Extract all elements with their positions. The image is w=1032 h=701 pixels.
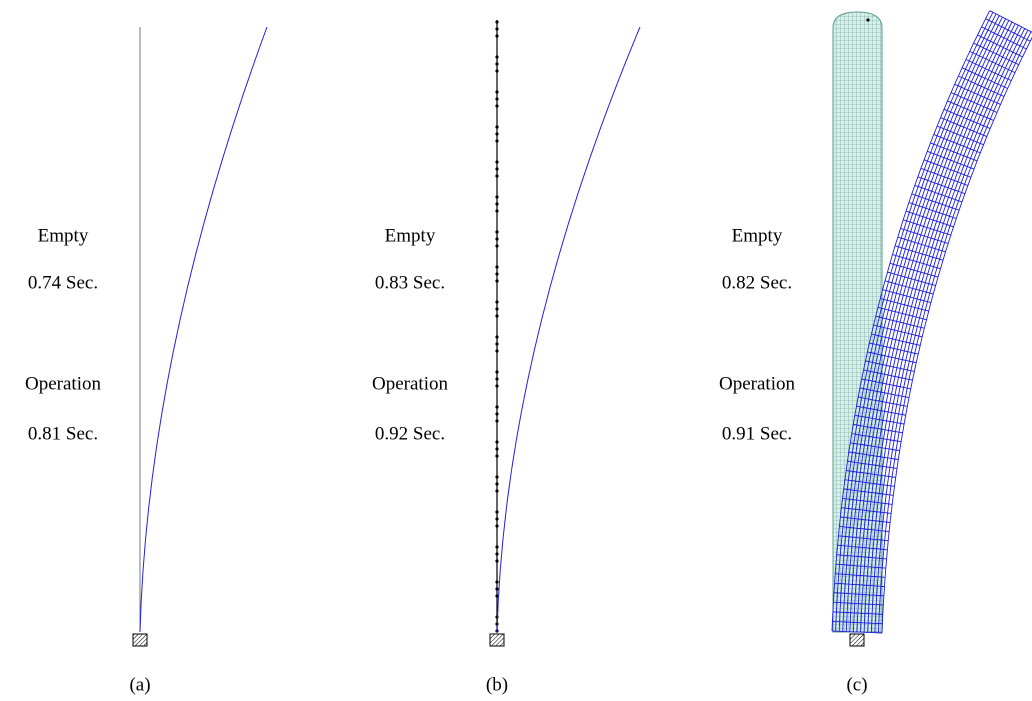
node bbox=[495, 559, 498, 562]
node bbox=[495, 405, 498, 408]
node bbox=[495, 167, 498, 170]
support bbox=[133, 634, 147, 646]
support bbox=[850, 634, 864, 646]
node bbox=[495, 517, 498, 520]
node bbox=[495, 482, 498, 485]
node bbox=[495, 307, 498, 310]
node bbox=[495, 489, 498, 492]
operation-label: Operation bbox=[372, 373, 448, 394]
node bbox=[495, 545, 498, 548]
node bbox=[495, 370, 498, 373]
node bbox=[495, 104, 498, 107]
empty-period: 0.74 Sec. bbox=[28, 272, 98, 293]
node bbox=[495, 237, 498, 240]
node bbox=[495, 440, 498, 443]
node bbox=[495, 160, 498, 163]
node bbox=[495, 139, 498, 142]
node bbox=[495, 97, 498, 100]
node bbox=[495, 55, 498, 58]
empty-period: 0.83 Sec. bbox=[375, 272, 445, 293]
node bbox=[495, 230, 498, 233]
empty-label: Empty bbox=[385, 225, 436, 246]
node bbox=[495, 384, 498, 387]
empty-label: Empty bbox=[38, 225, 89, 246]
node bbox=[495, 132, 498, 135]
node bbox=[495, 62, 498, 65]
empty-label: Empty bbox=[732, 225, 783, 246]
node bbox=[495, 20, 498, 23]
node bbox=[495, 125, 498, 128]
node bbox=[495, 342, 498, 345]
node bbox=[495, 412, 498, 415]
node bbox=[495, 272, 498, 275]
node bbox=[495, 349, 498, 352]
mode-shape bbox=[497, 27, 640, 632]
empty-period: 0.82 Sec. bbox=[722, 272, 792, 293]
node bbox=[495, 552, 498, 555]
node bbox=[495, 244, 498, 247]
operation-label: Operation bbox=[25, 373, 101, 394]
node bbox=[495, 335, 498, 338]
node bbox=[495, 69, 498, 72]
operation-period: 0.92 Sec. bbox=[375, 423, 445, 444]
mode-shape bbox=[140, 27, 267, 632]
caption: (b) bbox=[486, 674, 508, 695]
operation-period: 0.81 Sec. bbox=[28, 423, 98, 444]
node bbox=[495, 209, 498, 212]
operation-label: Operation bbox=[719, 373, 795, 394]
node bbox=[495, 524, 498, 527]
node bbox=[495, 587, 498, 590]
node bbox=[495, 419, 498, 422]
caption: (a) bbox=[129, 674, 150, 695]
node bbox=[495, 475, 498, 478]
node bbox=[495, 195, 498, 198]
support bbox=[490, 634, 504, 646]
operation-period: 0.91 Sec. bbox=[722, 423, 792, 444]
node bbox=[495, 174, 498, 177]
node bbox=[495, 510, 498, 513]
node bbox=[495, 90, 498, 93]
node bbox=[495, 34, 498, 37]
node bbox=[495, 377, 498, 380]
node bbox=[495, 202, 498, 205]
node bbox=[495, 314, 498, 317]
figure: Empty 0.74 Sec. Operation 0.81 Sec. (a) Empty… bbox=[0, 0, 1032, 701]
node bbox=[866, 18, 869, 21]
node bbox=[495, 580, 498, 583]
node bbox=[495, 279, 498, 282]
node bbox=[495, 27, 498, 30]
node bbox=[495, 454, 498, 457]
node bbox=[495, 447, 498, 450]
node bbox=[495, 300, 498, 303]
node bbox=[495, 265, 498, 268]
caption: (c) bbox=[846, 674, 867, 695]
